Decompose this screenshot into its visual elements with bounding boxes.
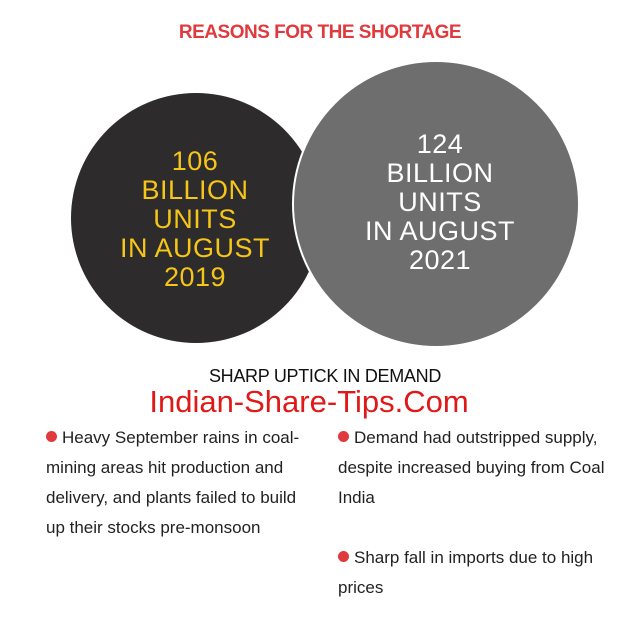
circle-2021-line: UNITS (398, 187, 482, 217)
circle-august-2021 (292, 60, 580, 348)
bullet-dot-icon (338, 431, 349, 442)
list-item: Demand had outstripped supply, despite i… (338, 423, 618, 513)
watermark-text: Indian-Share-Tips.Com (149, 384, 469, 419)
circle-2019-line: 106 (171, 146, 219, 176)
circle-2019-line: IN AUGUST (119, 233, 271, 263)
circle-august-2019 (71, 93, 321, 343)
circle-2021-label: 124 BILLION UNITS IN AUGUST 2021 (335, 130, 545, 275)
bullet-dot-icon (338, 551, 349, 562)
circle-2021-line: IN AUGUST (364, 216, 516, 246)
list-item: Sharp fall in imports due to high prices (338, 543, 618, 603)
circle-2019-label: 106 BILLION UNITS IN AUGUST 2019 (95, 147, 295, 292)
bullet-dot-icon (46, 431, 57, 442)
section-subtitle: SHARP UPTICK IN DEMAND (208, 366, 442, 386)
bullet-text: Heavy September rains in coal-mining are… (46, 428, 300, 537)
list-item: Heavy September rains in coal-mining are… (46, 423, 316, 543)
circle-2021-line: BILLION (386, 158, 494, 188)
circle-2019-line: 2019 (163, 262, 227, 292)
circle-2021-line: 124 (416, 129, 464, 159)
circle-2021-line: 2021 (408, 245, 472, 275)
bullet-list-right: Demand had outstripped supply, despite i… (338, 423, 618, 633)
circle-2019-line: BILLION (141, 175, 249, 205)
bullet-text: Demand had outstripped supply, despite i… (338, 428, 605, 507)
bullet-text: Sharp fall in imports due to high prices (338, 548, 594, 597)
infographic-title: REASONS FOR THE SHORTAGE (178, 22, 462, 43)
circle-2019-line: UNITS (153, 204, 237, 234)
bullet-list-left: Heavy September rains in coal-mining are… (46, 423, 316, 573)
demand-circles (71, 60, 580, 348)
